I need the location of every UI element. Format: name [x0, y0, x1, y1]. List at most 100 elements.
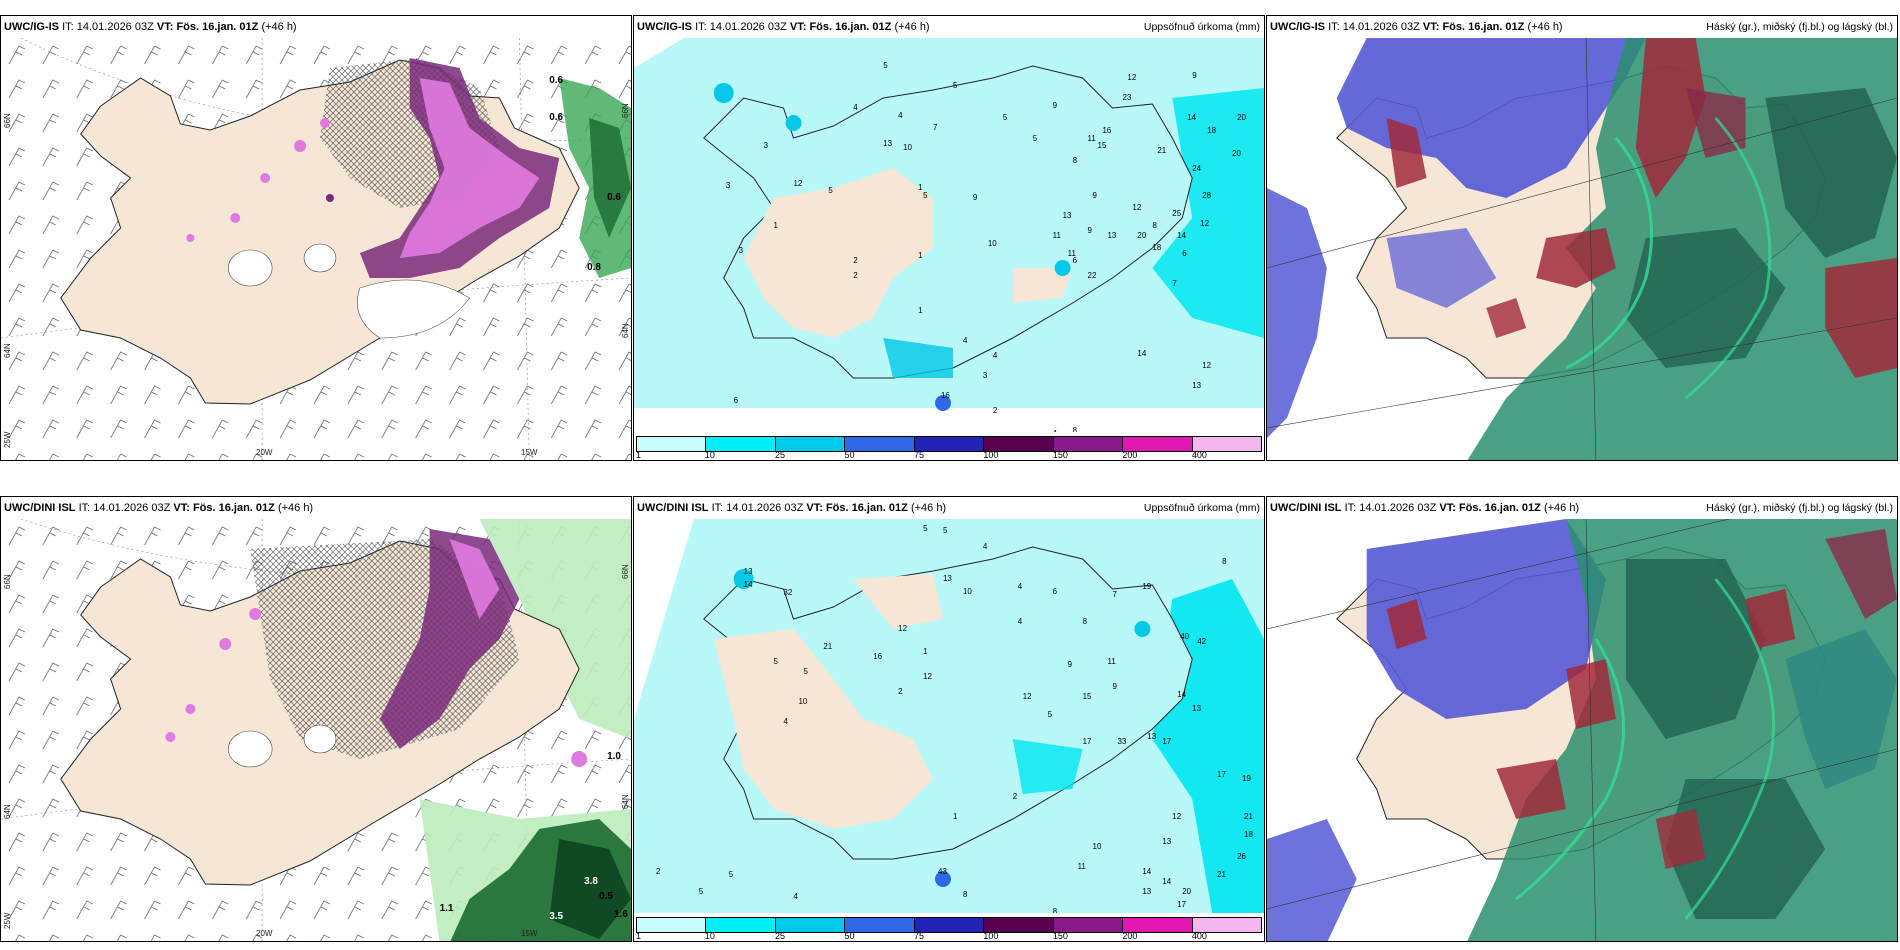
value-label: 1.6: [614, 909, 628, 920]
precip-number: 13: [1063, 211, 1072, 220]
panel-variable-title: Háský (gr.), miðský (fj.bl.) og lágský (…: [1706, 21, 1893, 33]
lead-time: (+46 h): [1543, 502, 1580, 514]
precip-number: 13: [1162, 837, 1171, 846]
panel-wind-precip-type-dini[interactable]: UWC/DINI ISL IT: 14.01.2026 03Z VT: Fös.…: [0, 496, 632, 942]
value-label: 0.6: [549, 75, 563, 86]
map-area[interactable]: 0.6 0.6 0.6 0.8 20W 15W 66N 64N 25W 66N …: [1, 38, 631, 460]
panel-header: UWC/IG-IS IT: 14.01.2026 03Z VT: Fös. 16…: [1267, 16, 1897, 38]
precip-number: 5: [1048, 710, 1053, 719]
model-name: UWC/IG-IS: [637, 21, 692, 33]
precip-number-labels: 5 5 12 9 4 4 9 20 14 18 23 5 16 11 13 10: [726, 61, 1247, 440]
lon-label: 20W: [256, 929, 273, 938]
precip-number: 9: [1093, 191, 1098, 200]
it-label: IT:: [1328, 21, 1340, 33]
precip-number: 13: [1192, 704, 1201, 713]
lead-time: (+46 h): [894, 21, 930, 33]
precip-number: 12: [1200, 219, 1209, 228]
precip-number: 9: [1192, 71, 1197, 80]
precip-number: 4: [793, 892, 798, 901]
map-svg: 1.0 1.1 0.5 3.5 3.8 1.6: [1, 519, 631, 941]
map-area[interactable]: 5 5 4 8 13 14 32 13 10 4 6 7 19 12 4 8 1: [634, 519, 1264, 941]
lead-time: (+46 h): [261, 21, 297, 33]
precip-number: 17: [1083, 737, 1092, 746]
panel-accumulated-precip-ig[interactable]: UWC/IG-IS IT: 14.01.2026 03Z VT: Fös. 16…: [633, 15, 1265, 461]
precip-number: 4: [963, 336, 968, 345]
panel-variable-title: Uppsöfnuð úrkoma (mm): [1143, 502, 1260, 514]
map-svg: 5 5 12 9 4 4 9 20 14 18 23 5 16 11 13 10: [634, 38, 1264, 460]
legend-swatch: [775, 918, 846, 932]
legend-label: 1: [636, 450, 642, 460]
precip-number: 10: [988, 239, 997, 248]
precip-number: 1: [923, 647, 928, 656]
mid-cloud-area: [1366, 519, 1606, 719]
precip-number: 12: [793, 179, 802, 188]
precip-number: 12: [1172, 812, 1181, 821]
value-label: 0.6: [607, 192, 621, 203]
panel-header: UWC/IG-IS IT: 14.01.2026 03Z VT: Fös. 16…: [1, 16, 631, 38]
precip-number: 9: [1088, 226, 1093, 235]
precip-number: 5: [803, 667, 808, 676]
map-area[interactable]: [1267, 38, 1897, 460]
precip-number: 11: [1107, 657, 1116, 666]
precip-number: 13: [1192, 381, 1201, 390]
lat-label: 66N: [3, 574, 12, 589]
precip-number: 43: [938, 867, 947, 876]
lat-label: 25W: [3, 912, 12, 929]
legend-label: 100: [983, 450, 999, 460]
precip-number: 12: [1127, 73, 1136, 82]
precip-number: 8: [1073, 156, 1078, 165]
precip-number: 2: [853, 271, 858, 280]
legend-swatch: [1123, 437, 1193, 451]
precip-number: 6: [1182, 249, 1187, 258]
legend-swatch: [1192, 918, 1261, 932]
panel-accumulated-precip-dini[interactable]: UWC/DINI ISL IT: 14.01.2026 03Z VT: Fös.…: [633, 496, 1265, 942]
panel-wind-precip-type-ig[interactable]: UWC/IG-IS IT: 14.01.2026 03Z VT: Fös. 16…: [0, 15, 632, 461]
precip-number: 42: [1197, 637, 1206, 646]
legend-swatch: [706, 437, 776, 451]
value-label: 1.1: [440, 903, 454, 914]
value-label: 1.0: [607, 751, 621, 762]
value-label: 3.8: [584, 876, 598, 887]
precip-number: 14: [1187, 113, 1196, 122]
precip-number: 21: [1157, 146, 1166, 155]
precip-number: 12: [1202, 361, 1211, 370]
precip-number: 20: [1232, 149, 1241, 158]
value-label: 0.5: [599, 891, 613, 902]
legend-swatch: [1192, 437, 1261, 451]
vt-value: Fös. 16.jan. 01Z: [825, 502, 908, 514]
legend-label: 10: [704, 450, 715, 460]
precip-number: 21: [1217, 870, 1226, 879]
precip-number: 15: [1083, 692, 1092, 701]
precip-number: 2: [656, 867, 661, 876]
legend-swatch: [1053, 918, 1124, 932]
lead-time: (+46 h): [910, 502, 947, 514]
precip-number: 17: [1162, 737, 1171, 746]
precip-number: 13: [943, 574, 952, 583]
precip-number: 3: [726, 181, 731, 190]
precip-number: 7: [1112, 590, 1117, 599]
map-area[interactable]: 5 5 12 9 4 4 9 20 14 18 23 5 16 11 13 10: [634, 38, 1264, 460]
map-svg: 5 5 4 8 13 14 32 13 10 4 6 7 19 12 4 8 1: [634, 519, 1264, 941]
map-svg: [1267, 38, 1897, 460]
it-value: 14.01.2026 03Z: [1359, 502, 1437, 514]
precip-number: 5: [923, 524, 928, 533]
precip-number: 1: [918, 183, 923, 192]
precip-number: 14: [1142, 867, 1151, 876]
legend-label: 150: [1052, 931, 1068, 941]
precip-number: 4: [993, 351, 998, 360]
lat-label: 66N: [621, 103, 630, 118]
legend-label: 1: [636, 931, 642, 941]
map-area[interactable]: 1.0 1.1 0.5 3.5 3.8 1.6 20W 15W 66N 64N …: [1, 519, 631, 941]
panel-variable-title: Háský (gr.), miðský (fj.bl.) og lágský (…: [1706, 502, 1893, 514]
precip-number: 2: [1013, 792, 1018, 801]
legend-swatch: [914, 918, 985, 932]
panel-header: UWC/DINI ISL IT: 14.01.2026 03Z VT: Fös.…: [1267, 497, 1897, 519]
legend-swatch: [1123, 918, 1193, 932]
lat-label: 64N: [3, 343, 12, 358]
panel-cloud-cover-ig[interactable]: UWC/IG-IS IT: 14.01.2026 03Z VT: Fös. 16…: [1266, 15, 1898, 461]
map-area[interactable]: [1267, 519, 1897, 941]
precip-number: 4: [898, 111, 903, 120]
panel-cloud-cover-dini[interactable]: UWC/DINI ISL IT: 14.01.2026 03Z VT: Fös.…: [1266, 496, 1898, 942]
precip-number: 9: [1068, 660, 1073, 669]
